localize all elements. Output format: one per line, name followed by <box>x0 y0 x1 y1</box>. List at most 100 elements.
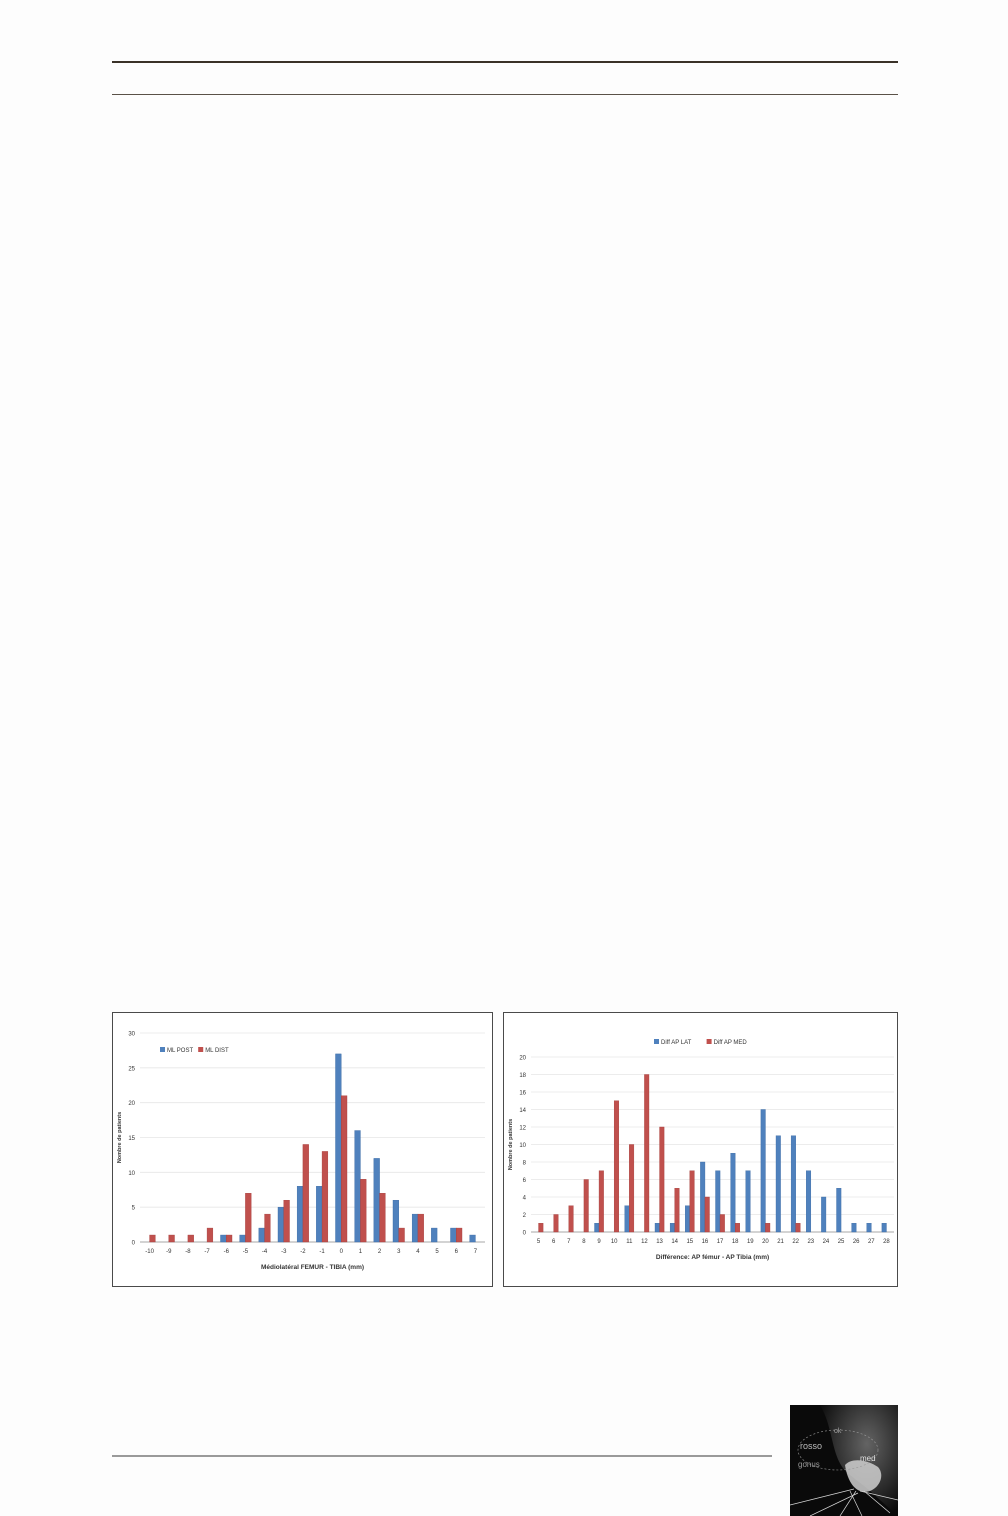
logo-word-3: ok <box>834 1428 842 1435</box>
chart1-x-tick-label: -2 <box>300 1249 306 1255</box>
chart2-y-tick-label: 2 <box>523 1213 527 1219</box>
journal-logo: rosso gonus med ok <box>790 1405 898 1516</box>
chart1-y-tick-label: 15 <box>128 1136 135 1142</box>
chart1-bar-series2 <box>245 1193 252 1243</box>
chart1-x-tick-label: 5 <box>435 1249 439 1255</box>
chart2-bar-series1 <box>836 1188 842 1233</box>
chart1-legend-swatch <box>198 1047 204 1052</box>
chart2-bar-series1 <box>624 1205 630 1233</box>
chart1-x-axis-label: Médiolatéral FEMUR - TIBIA (mm) <box>261 1264 364 1271</box>
chart1-bar-series1 <box>258 1227 265 1243</box>
chart2-x-tick-label: 11 <box>626 1239 633 1245</box>
chart2-bar-series2 <box>568 1205 574 1233</box>
chart2-x-axis-label: Différence: AP fémur - AP Tibia (mm) <box>656 1254 769 1261</box>
chart1-bar-series2 <box>456 1227 463 1243</box>
chart2-bar-series2 <box>613 1100 619 1233</box>
chart2-x-tick-label: 19 <box>747 1239 754 1245</box>
chart1-bar-series1 <box>277 1206 284 1243</box>
chart2-x-tick-label: 14 <box>671 1239 678 1245</box>
chart2-bar-series2 <box>719 1214 725 1233</box>
chart2-legend-swatch <box>706 1039 712 1044</box>
chart1-y-tick-label: 20 <box>128 1101 135 1107</box>
chart2-bar-series1 <box>730 1153 736 1233</box>
chart2-x-tick-label: 26 <box>853 1239 860 1245</box>
chart2-bar-series1 <box>790 1135 796 1233</box>
chart1-x-tick-label: -1 <box>319 1249 325 1255</box>
chart2-bar-series1 <box>594 1223 600 1233</box>
chart2-x-tick-label: 17 <box>717 1239 724 1245</box>
chart2-bar-series2 <box>659 1126 665 1233</box>
chart2-bar-series2 <box>734 1223 740 1233</box>
chart2-x-tick-label: 5 <box>537 1239 541 1245</box>
chart2-bar-series1 <box>851 1223 857 1233</box>
header-rule-thin <box>112 94 898 95</box>
chart2-bar-series2 <box>689 1170 695 1233</box>
chart1-x-tick-label: 1 <box>359 1249 363 1255</box>
chart1-bar-series2 <box>398 1227 405 1243</box>
chart1-x-tick-label: 3 <box>397 1249 401 1255</box>
chart1-x-tick-label: -3 <box>281 1249 287 1255</box>
chart2-bar-series2 <box>704 1196 710 1233</box>
chart2-x-tick-label: 16 <box>702 1239 709 1245</box>
chart1-bar-series2 <box>226 1234 233 1243</box>
chart1-bar-series2 <box>417 1213 424 1243</box>
chart2-x-tick-label: 24 <box>823 1239 830 1245</box>
chart1-x-tick-label: 0 <box>340 1249 344 1255</box>
chart1-bar-series2 <box>187 1234 194 1243</box>
chart1-bar-series2 <box>206 1227 214 1243</box>
chart2-y-tick-label: 18 <box>519 1073 526 1079</box>
chart2-x-tick-label: 7 <box>567 1239 571 1245</box>
chart2-bar-series1 <box>821 1196 827 1233</box>
chart2-bar-series1 <box>685 1205 691 1233</box>
chart1-bar-series1 <box>220 1234 227 1243</box>
chart2-bar-series2 <box>765 1223 771 1233</box>
chart1-x-tick-label: 4 <box>416 1249 420 1255</box>
chart2-x-tick-label: 15 <box>686 1239 693 1245</box>
chart2-bar-series2 <box>674 1188 680 1233</box>
chart2-y-axis-label: Nombre de patients <box>508 1119 514 1170</box>
chart2-x-tick-label: 20 <box>762 1239 769 1245</box>
chart2-bar-series2 <box>629 1144 635 1233</box>
chart1-bar-series1 <box>431 1227 438 1243</box>
chart1-legend-swatch <box>160 1047 165 1052</box>
chart2-x-tick-label: 6 <box>552 1239 556 1245</box>
chart1-bar-series2 <box>283 1199 290 1243</box>
chart2-legend-label: Diff AP MED <box>714 1040 748 1046</box>
chart1-bar-series1 <box>354 1130 361 1243</box>
chart2-y-tick-label: 20 <box>519 1056 526 1062</box>
chart1-bar-series1 <box>335 1053 342 1243</box>
logo-word-0: rosso <box>800 1441 822 1451</box>
chart2-y-tick-label: 4 <box>523 1196 527 1202</box>
chart1-bar-series2 <box>264 1213 271 1243</box>
chart1-y-tick-label: 0 <box>132 1241 136 1247</box>
logo-svg: rosso gonus med ok <box>790 1405 898 1516</box>
chart2-x-tick-label: 28 <box>883 1239 890 1245</box>
chart1-bar-series2 <box>302 1144 309 1243</box>
header-rule <box>112 61 898 63</box>
chart2-x-tick-label: 10 <box>611 1239 618 1245</box>
chart2-bar-series1 <box>806 1170 812 1233</box>
chart2-bar-series1 <box>775 1135 781 1233</box>
chart1-x-tick-label: -9 <box>166 1249 172 1255</box>
chart1-bar-series2 <box>149 1234 156 1243</box>
chart2-x-tick-label: 9 <box>597 1239 601 1245</box>
chart1-bar-series2 <box>341 1095 348 1243</box>
chart2-bar-series1 <box>700 1161 706 1233</box>
chart-ml-femur-tibia: 0 5 10 15 20 25 30 -10 -9 -8 -7 -6 -5 -4 -3 -2 -1 0 1 2 3 4 5 6… <box>112 1012 493 1287</box>
chart2-x-tick-label: 27 <box>868 1239 875 1245</box>
chart2-bar-series2 <box>583 1179 589 1233</box>
logo-word-2: med <box>860 1454 876 1463</box>
chart2-y-tick-label: 6 <box>523 1178 527 1184</box>
chart2-legend-swatch <box>654 1039 659 1044</box>
chart2-y-tick-label: 8 <box>523 1161 527 1167</box>
chart2-x-tick-label: 25 <box>838 1239 845 1245</box>
chart2-legend-label: Diff AP LAT <box>661 1040 692 1046</box>
chart2-bar-series1 <box>669 1223 675 1233</box>
chart2-bar-series2 <box>553 1214 559 1233</box>
chart1-bar-series2 <box>379 1193 386 1243</box>
chart1-x-tick-label: -6 <box>224 1249 230 1255</box>
chart2-bar-series1 <box>760 1109 766 1233</box>
chart1-x-tick-label: -10 <box>145 1249 154 1255</box>
chart1-bar-series2 <box>321 1151 329 1243</box>
